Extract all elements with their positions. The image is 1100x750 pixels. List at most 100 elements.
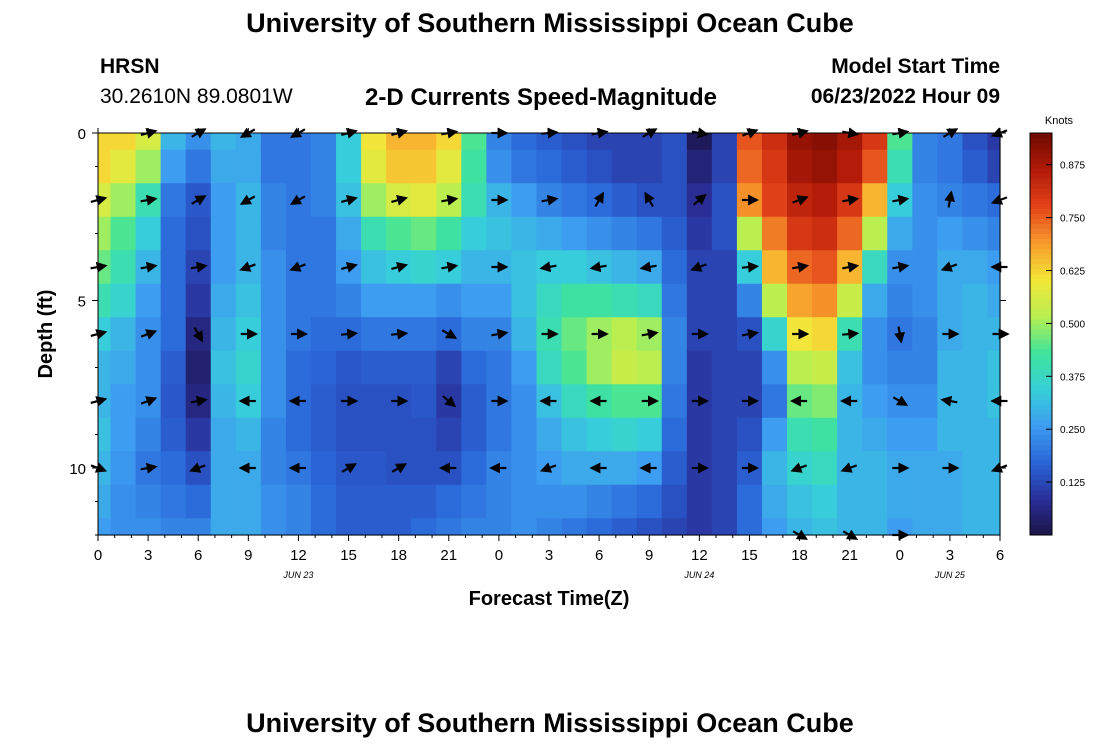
heatmap-cell [912,451,938,486]
heatmap-cell [411,250,437,285]
heatmap-cell [461,133,487,151]
heatmap-cell [310,149,337,184]
current-vector-arrow [341,262,358,273]
current-vector-arrow [340,328,359,340]
heatmap-cell [661,149,688,184]
heatmap-cell [711,518,738,536]
colorbar-segment [1030,384,1052,390]
heatmap-cell [987,149,1001,184]
current-vector-arrow [792,261,810,273]
colorbar-segment [1030,313,1052,320]
heatmap-cell [736,283,763,318]
heatmap-cell [686,417,713,452]
heatmap-cell [912,417,938,452]
heatmap-cell [336,484,362,519]
heatmap-cell [787,417,813,452]
heatmap-cell [336,149,362,184]
heatmap-cell [235,149,262,184]
heatmap-cell [636,283,663,318]
colorbar-segment [1030,143,1052,149]
heatmap-cell [511,183,538,218]
colorbar-segment [1030,158,1052,164]
heatmap-cell [210,350,237,385]
heatmap-cell [98,149,112,184]
heatmap-cell [812,250,838,285]
heatmap-cell [912,384,938,419]
heatmap-cell [761,183,788,218]
current-vector-arrow [239,194,256,205]
heatmap-cell [937,149,964,184]
heatmap-cell [787,283,813,318]
colorbar-segment [1030,394,1052,400]
current-speed-chart: 0 3 6 9 12 15 18 21 0 3 6 9 12 15 18 21 0 3 6 JUN 23 JUN 24 J… [35,115,1085,610]
heatmap-cell [461,417,487,452]
colorbar-segment [1030,524,1052,531]
heatmap-cell [912,518,938,536]
heatmap-cell [310,317,337,352]
heatmap-cell [561,350,588,385]
heatmap-cell [536,484,563,519]
heatmap-cell [310,183,337,218]
heatmap-cell [461,518,487,536]
current-vector-arrow [441,328,458,339]
x-tick-label: 21 [841,547,858,564]
heatmap-cell [887,484,913,519]
heatmap-cell [511,417,538,452]
heatmap-cell [661,216,688,251]
heatmap-cell [661,350,688,385]
heatmap-cell [912,149,938,184]
heatmap-cell [561,283,588,318]
heatmap-cell [185,149,212,184]
current-vector-arrow [341,463,358,474]
heatmap-cell [235,133,262,151]
colorbar-segment [1030,233,1052,240]
heatmap-cell [611,149,638,184]
heatmap-cell [185,518,212,536]
x-tick-label: 12 [691,547,708,564]
heatmap-cell [260,451,287,486]
x-tick-label: 6 [194,547,202,564]
x-tick-label: 9 [645,547,653,564]
heatmap-cell [361,451,387,486]
colorbar-segment [1030,263,1052,270]
heatmap-cell [436,484,462,519]
heatmap-cell [361,350,387,385]
heatmap-cell [912,350,938,385]
heatmap-cell [862,451,888,486]
heatmap-cell [511,350,538,385]
colorbar-segment [1030,193,1052,199]
heatmap-cell [711,216,738,251]
heatmap-cell [210,133,237,151]
model-start-label: Model Start Time [831,55,1000,78]
colorbar-tick-label: 0.625 [1060,267,1085,278]
heatmap-cell [561,216,588,251]
heatmap-cell [987,216,1001,251]
heatmap-cell [636,484,663,519]
bottom-page-title: University of Southern Mississippi Ocean… [246,708,854,738]
heatmap-cell [761,350,788,385]
colorbar-segment [1030,509,1052,516]
heatmap-cell [661,283,688,318]
heatmap-cell [536,283,563,318]
current-vector-arrow [491,328,509,340]
heatmap-cell [586,216,613,251]
heatmap-cell [98,133,112,151]
heatmap-cell [160,250,187,285]
colorbar-segment [1030,298,1052,305]
heatmap-cell [98,417,112,452]
heatmap-cell [862,283,888,318]
heatmap-cell [310,283,337,318]
heatmap-cell [837,283,863,318]
current-vector-arrow [940,395,958,407]
heatmap-cell [661,417,688,452]
y-tick-label: 10 [69,461,86,478]
heatmap-cell [912,133,938,151]
heatmap-cell [511,250,538,285]
heatmap-cell [812,484,838,519]
heatmap-cell [962,250,989,285]
heatmap-cell [586,149,613,184]
heatmap-cell [185,484,212,519]
heatmap-cell [336,216,362,251]
heatmap-cell [285,133,312,151]
heatmap-cell [586,484,613,519]
